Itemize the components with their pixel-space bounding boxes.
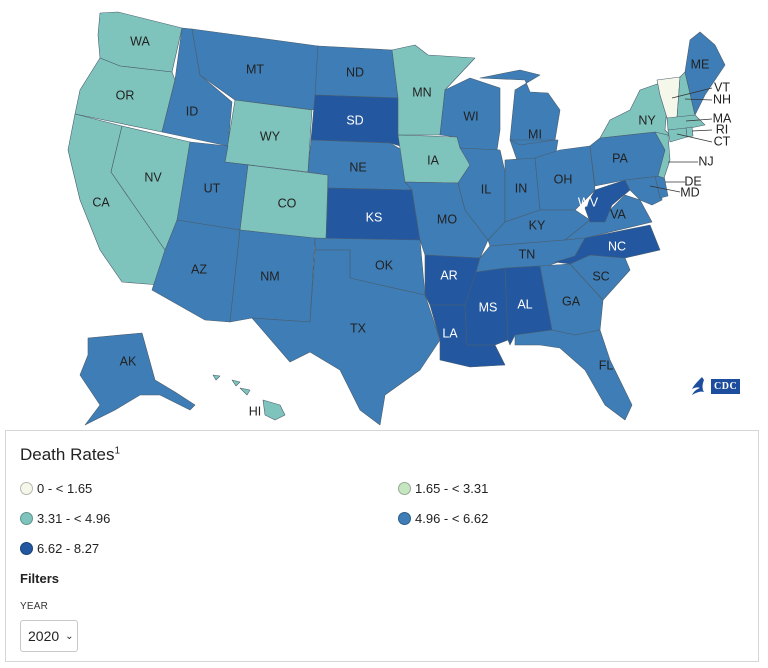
hhs-eagle-icon (692, 377, 704, 395)
year-label: YEAR (20, 601, 49, 612)
cdc-wordmark: CDC (711, 378, 741, 394)
state-MA[interactable] (666, 114, 706, 131)
svg-text:MT: MT (246, 62, 264, 76)
svg-text:NE: NE (349, 160, 366, 174)
legend-swatch (20, 512, 33, 525)
svg-text:TX: TX (350, 321, 367, 335)
legend-item-4: 6.62 - 8.27 (20, 541, 99, 556)
svg-text:ND: ND (346, 65, 364, 79)
legend-label: 1.65 - < 3.31 (415, 481, 489, 496)
state-FL[interactable] (514, 329, 633, 421)
svg-text:KS: KS (366, 210, 383, 224)
svg-text:OK: OK (375, 258, 394, 272)
svg-text:WY: WY (260, 129, 281, 143)
svg-text:CA: CA (92, 195, 110, 209)
svg-text:AZ: AZ (191, 262, 207, 276)
state-HI[interactable] (212, 374, 286, 421)
svg-text:WI: WI (463, 109, 478, 123)
svg-text:CT: CT (714, 134, 731, 148)
svg-text:IN: IN (515, 181, 528, 195)
legend-label: 4.96 - < 6.62 (415, 511, 489, 526)
filters-heading: Filters (20, 571, 60, 586)
svg-text:SD: SD (346, 113, 363, 127)
svg-text:AR: AR (440, 268, 457, 282)
svg-text:KY: KY (529, 218, 546, 232)
svg-text:ID: ID (186, 104, 199, 118)
svg-text:IA: IA (427, 153, 439, 167)
legend-panel: Death Rates1 0 - < 1.65 1.65 - < 3.31 3.… (5, 430, 759, 662)
legend-title: Death Rates1 (20, 445, 121, 464)
state-AK[interactable] (79, 332, 196, 426)
legend-label: 0 - < 1.65 (37, 481, 93, 496)
svg-text:VT: VT (714, 80, 730, 94)
svg-text:SC: SC (592, 269, 609, 283)
state-CT[interactable] (667, 127, 688, 143)
legend-item-1: 1.65 - < 3.31 (398, 481, 488, 496)
svg-text:DE: DE (684, 174, 701, 188)
svg-text:MN: MN (412, 85, 431, 99)
svg-text:IL: IL (481, 182, 491, 196)
svg-text:NV: NV (144, 170, 162, 184)
svg-text:ME: ME (691, 57, 710, 71)
svg-text:NM: NM (260, 269, 279, 283)
svg-text:VA: VA (610, 207, 626, 221)
svg-text:FL: FL (599, 358, 614, 372)
svg-text:WV: WV (578, 195, 599, 209)
svg-text:TN: TN (519, 247, 536, 261)
svg-text:RI: RI (716, 122, 729, 136)
svg-text:MO: MO (437, 212, 457, 226)
svg-text:LA: LA (442, 326, 458, 340)
svg-text:NC: NC (608, 239, 626, 253)
state-TX[interactable] (251, 249, 441, 426)
svg-text:NH: NH (713, 92, 731, 106)
legend-swatch (398, 512, 411, 525)
us-choropleth-map: WA OR CA NV ID MT WY UT CO AZ NM ND SD N… (67, 11, 732, 426)
svg-text:MI: MI (528, 127, 542, 141)
svg-text:MA: MA (713, 111, 732, 125)
svg-text:OR: OR (116, 88, 135, 102)
legend-footnote[interactable]: 1 (114, 445, 121, 457)
year-select[interactable]: 2020 ⌄ (20, 620, 78, 652)
svg-text:OH: OH (554, 172, 573, 186)
svg-text:CO: CO (278, 196, 297, 210)
year-select-value: 2020 (28, 628, 60, 644)
legend-swatch (20, 482, 33, 495)
chevron-down-icon: ⌄ (65, 630, 74, 642)
svg-text:NJ: NJ (698, 154, 713, 168)
state-NC[interactable] (554, 224, 661, 265)
legend-swatch (20, 542, 33, 555)
svg-text:NY: NY (638, 113, 656, 127)
cdc-logo: CDC (688, 375, 741, 397)
svg-text:MD: MD (680, 185, 699, 199)
svg-text:MS: MS (479, 300, 498, 314)
svg-text:PA: PA (612, 151, 628, 165)
svg-text:AK: AK (120, 354, 137, 368)
svg-text:UT: UT (204, 181, 221, 195)
svg-text:WA: WA (130, 34, 150, 48)
legend-item-2: 3.31 - < 4.96 (20, 511, 110, 526)
state-ME[interactable] (684, 31, 726, 116)
legend-item-0: 0 - < 1.65 (20, 481, 92, 496)
state-labels: WA OR CA NV ID MT WY UT CO AZ NM ND SD N… (92, 34, 732, 418)
svg-text:AL: AL (517, 297, 532, 311)
legend-label: 3.31 - < 4.96 (37, 511, 111, 526)
legend-item-3: 4.96 - < 6.62 (398, 511, 488, 526)
state-SD[interactable] (310, 94, 401, 147)
legend-label: 6.62 - 8.27 (37, 541, 100, 556)
svg-text:HI: HI (249, 404, 262, 418)
legend-swatch (398, 482, 411, 495)
svg-text:GA: GA (562, 294, 581, 308)
